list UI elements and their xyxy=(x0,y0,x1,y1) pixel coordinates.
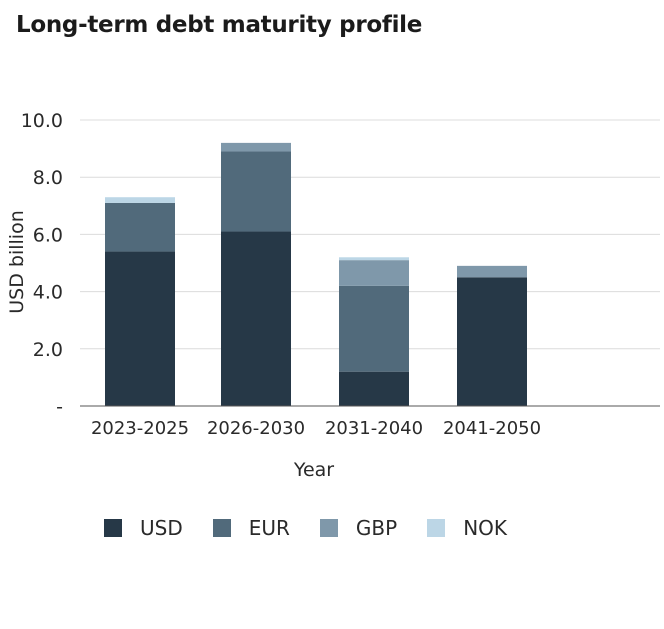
bar-segment-usd xyxy=(221,231,291,406)
legend-item-usd: USD xyxy=(104,516,183,540)
chart-title: Long-term debt maturity profile xyxy=(16,12,423,38)
x-tick-label: 2026-2030 xyxy=(207,418,305,439)
x-tick-label: 2031-2040 xyxy=(325,418,423,439)
y-tick-label: 2.0 xyxy=(33,339,63,361)
y-axis-title: USD billion xyxy=(6,210,28,313)
bar-segment-usd xyxy=(339,371,409,406)
bar-segment-usd xyxy=(105,251,175,406)
legend: USD EUR GBP NOK xyxy=(104,516,507,540)
legend-item-nok: NOK xyxy=(427,516,507,540)
legend-label: GBP xyxy=(355,516,398,540)
bar-segment-eur xyxy=(339,285,409,372)
legend-swatch xyxy=(104,519,122,537)
legend-label: EUR xyxy=(248,516,290,540)
labels: - 2.0 4.0 6.0 8.0 10.0 2023-2025 2026-2030 2031-… xyxy=(6,110,541,481)
legend-swatch xyxy=(427,519,446,537)
bar-segment-gbp xyxy=(339,260,409,286)
x-tick-label: 2023-2025 xyxy=(91,418,189,439)
legend-item-gbp: GBP xyxy=(319,516,398,540)
y-tick-label: - xyxy=(56,396,63,418)
y-tick-label: 8.0 xyxy=(33,167,63,189)
legend-item-eur: EUR xyxy=(212,516,290,540)
x-tick-label: 2041-2050 xyxy=(443,418,541,439)
x-axis-title: Year xyxy=(293,459,334,481)
legend-swatch xyxy=(212,519,231,537)
legend-label: NOK xyxy=(463,516,508,540)
y-tick-label: 10.0 xyxy=(21,110,63,132)
bar-segment-eur xyxy=(221,151,291,232)
bars xyxy=(105,142,527,406)
legend-swatch xyxy=(319,519,338,537)
bar-segment-gbp xyxy=(221,142,291,152)
bar-segment-eur xyxy=(105,202,175,252)
bar-segment-nok xyxy=(339,257,409,261)
legend-label: USD xyxy=(140,516,183,540)
y-tick-label: 6.0 xyxy=(33,224,63,246)
bar-segment-usd xyxy=(457,277,527,406)
bar-segment-gbp xyxy=(457,265,527,278)
y-tick-label: 4.0 xyxy=(33,282,63,304)
stacked-bar-chart: - 2.0 4.0 6.0 8.0 10.0 2023-2025 2026-2030 2031-… xyxy=(6,110,660,481)
bar-segment-nok xyxy=(105,197,175,203)
